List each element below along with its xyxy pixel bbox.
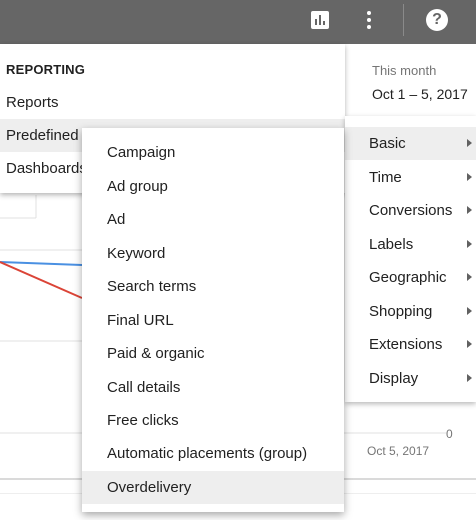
category-item-labels[interactable]: Labels [345, 228, 476, 261]
predefined-report-list: Campaign Ad group Ad Keyword Search term… [82, 128, 344, 512]
menu-item-reports[interactable]: Reports [6, 94, 59, 111]
report-item-automatic-placements[interactable]: Automatic placements (group) [107, 445, 308, 462]
category-item-time[interactable]: Time [345, 161, 476, 194]
series-line-red [0, 261, 83, 299]
category-item-extensions[interactable]: Extensions [345, 328, 476, 361]
report-item-campaign[interactable]: Campaign [107, 144, 176, 161]
report-item-keyword[interactable]: Keyword [107, 245, 166, 262]
series-line-blue [0, 261, 83, 266]
chevron-right-icon [467, 374, 472, 382]
report-item-final-url[interactable]: Final URL [107, 312, 174, 329]
report-item-ad-group[interactable]: Ad group [107, 178, 168, 195]
report-item-search-terms[interactable]: Search terms [107, 278, 197, 295]
category-item-geographic[interactable]: Geographic [345, 261, 476, 294]
more-vert-icon[interactable] [354, 0, 384, 40]
toolbar-divider [403, 4, 404, 36]
chevron-right-icon [467, 206, 472, 214]
chevron-right-icon [467, 139, 472, 147]
category-item-conversions[interactable]: Conversions [345, 194, 476, 227]
chevron-right-icon [467, 307, 472, 315]
chevron-right-icon [467, 173, 472, 181]
report-item-call-details[interactable]: Call details [107, 379, 181, 396]
date-range-label: This month [372, 63, 437, 78]
reporting-menu-title: REPORTING [6, 62, 86, 77]
chevron-right-icon [467, 340, 472, 348]
top-toolbar: ? [0, 0, 476, 44]
date-range-picker[interactable]: This month Oct 1 – 5, 2017 [372, 63, 468, 102]
report-item-overdelivery[interactable]: Overdelivery [82, 471, 344, 504]
menu-item-dashboards[interactable]: Dashboards [6, 160, 87, 177]
chart-x-label: Oct 5, 2017 [367, 444, 430, 458]
category-item-shopping[interactable]: Shopping [345, 295, 476, 328]
report-category-menu: Basic Time Conversions Labels Geographic… [345, 116, 476, 402]
report-item-ad[interactable]: Ad [107, 211, 126, 228]
bar-chart-icon[interactable] [305, 0, 335, 40]
category-item-basic[interactable]: Basic [345, 127, 476, 160]
date-range-value: Oct 1 – 5, 2017 [372, 86, 468, 102]
report-item-free-clicks[interactable]: Free clicks [107, 412, 179, 429]
report-item-paid-organic[interactable]: Paid & organic [107, 345, 205, 362]
chart-y-zero: 0 [446, 427, 453, 441]
chevron-right-icon [467, 273, 472, 281]
help-icon[interactable]: ? [422, 0, 452, 40]
category-item-display[interactable]: Display [345, 362, 476, 395]
chevron-right-icon [467, 240, 472, 248]
